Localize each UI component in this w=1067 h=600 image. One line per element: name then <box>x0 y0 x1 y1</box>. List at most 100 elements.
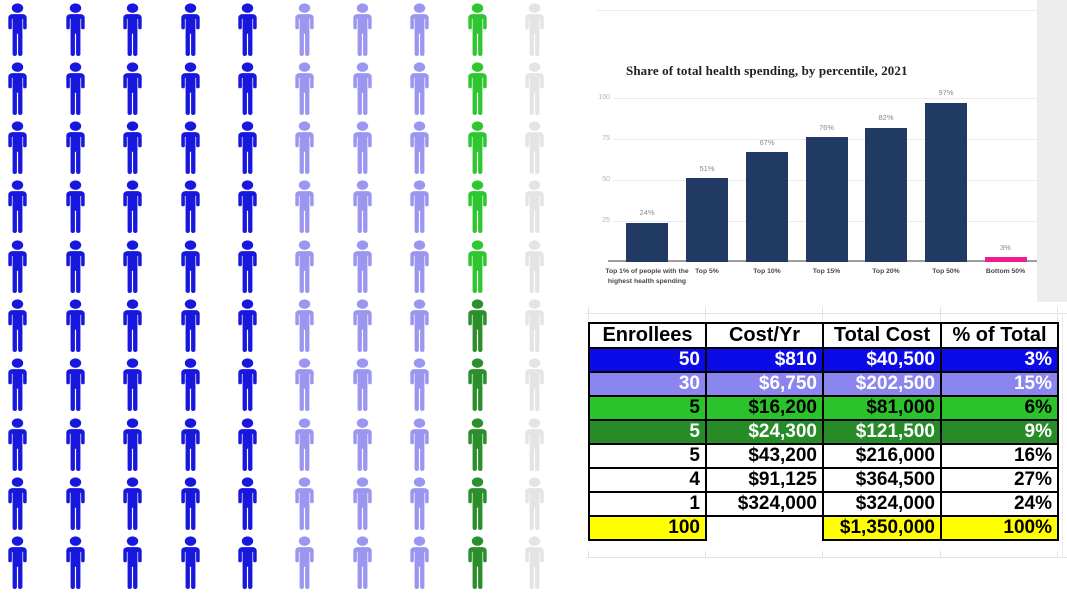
chart-right-gutter <box>1037 0 1067 302</box>
table-row: 5 $24,300 $121,500 9% <box>588 419 1059 445</box>
table-cell: 100 <box>588 515 707 541</box>
table-cell: 16% <box>940 443 1059 469</box>
spreadsheet-gridline <box>705 307 706 321</box>
table-row: 100 $1,350,000 100% <box>588 515 1059 541</box>
bar-value-label: 97% <box>938 88 954 98</box>
person-icon <box>65 299 86 353</box>
y-axis-tick-label: 100 <box>598 94 610 101</box>
table-cell: 15% <box>940 371 1059 397</box>
table-cell: $91,125 <box>705 467 824 493</box>
person-icon <box>65 180 86 234</box>
spreadsheet-gridline <box>822 551 823 557</box>
person-icon <box>65 2 86 57</box>
bar <box>805 137 848 262</box>
person-icon <box>467 121 488 175</box>
person-icon <box>122 180 143 234</box>
person-icon <box>409 299 430 353</box>
table-row: 1 $324,000 $324,000 24% <box>588 491 1059 517</box>
table-cell <box>705 515 824 540</box>
person-icon <box>237 536 258 590</box>
person-icon <box>237 477 258 531</box>
person-icon <box>524 418 545 472</box>
person-icon <box>467 62 488 116</box>
person-icon <box>7 299 28 353</box>
table-cell: 9% <box>940 419 1059 445</box>
person-icon <box>352 121 373 175</box>
table-header-cell: Cost/Yr <box>705 322 824 349</box>
x-axis-tick-label: Top 1% of people with the highest health… <box>605 267 689 285</box>
table-cell: 50 <box>588 347 707 373</box>
person-icon <box>352 299 373 353</box>
person-icon <box>180 2 201 57</box>
person-icon <box>294 536 315 590</box>
x-axis-tick-label: Top 15% <box>812 267 841 275</box>
person-icon <box>524 299 545 353</box>
person-icon <box>352 62 373 116</box>
bar <box>865 127 907 262</box>
spreadsheet-gridline <box>1057 551 1058 557</box>
table-cell: 100% <box>940 515 1059 541</box>
table-cell: 3% <box>940 347 1059 373</box>
person-icon <box>180 418 201 472</box>
bar-value-label: 76% <box>818 122 834 132</box>
person-icon <box>7 62 28 116</box>
person-icon <box>294 477 315 531</box>
x-axis-tick-label: Top 5% <box>695 267 719 275</box>
x-axis-tick-label: Top 50% <box>932 267 960 275</box>
person-icon <box>65 477 86 531</box>
table-cell: 5 <box>588 395 707 421</box>
person-icon <box>180 358 201 412</box>
table-cell: $121,500 <box>822 419 942 445</box>
person-icon <box>294 2 315 57</box>
cost-table: Enrollees Cost/Yr Total Cost% of Total 50 $… <box>588 322 1059 541</box>
person-icon <box>352 536 373 590</box>
person-icon <box>294 358 315 412</box>
person-icon <box>237 2 258 57</box>
person-icon <box>467 477 488 531</box>
person-icon <box>180 240 201 294</box>
table-header-cell: % of Total <box>940 322 1059 349</box>
table-cell: $40,500 <box>822 347 942 373</box>
person-icon <box>409 62 430 116</box>
table-cell: $324,000 <box>705 491 824 517</box>
person-icon <box>7 358 28 412</box>
person-icon <box>294 121 315 175</box>
bar <box>686 178 728 262</box>
person-icon <box>237 299 258 353</box>
person-icon <box>467 2 488 57</box>
person-icon <box>237 418 258 472</box>
person-icon <box>122 62 143 116</box>
person-icon <box>294 418 315 472</box>
person-icon <box>65 240 86 294</box>
person-icon <box>237 62 258 116</box>
person-icon <box>294 299 315 353</box>
person-icon <box>7 180 28 234</box>
table-cell: $43,200 <box>705 443 824 469</box>
table-cell: 30 <box>588 371 707 397</box>
table-cell: $24,300 <box>705 419 824 445</box>
person-icon <box>122 121 143 175</box>
bar <box>746 152 788 262</box>
table-cell: 5 <box>588 419 707 445</box>
spreadsheet-gridline <box>1062 313 1063 557</box>
person-icon <box>7 477 28 531</box>
table-row: 5 $43,200 $216,000 16% <box>588 443 1059 469</box>
person-icon <box>409 477 430 531</box>
person-icon <box>122 2 143 57</box>
person-icon <box>122 536 143 590</box>
person-icon <box>409 180 430 234</box>
person-icon <box>524 536 545 590</box>
table-row: 4 $91,125 $364,500 27% <box>588 467 1059 493</box>
table-cell: 24% <box>940 491 1059 517</box>
person-icon <box>180 536 201 590</box>
person-icon <box>237 358 258 412</box>
chart-title: Share of total health spending, by perce… <box>626 63 908 78</box>
person-icon <box>65 62 86 116</box>
spreadsheet-gridline <box>588 551 589 557</box>
person-icon <box>352 358 373 412</box>
person-icon <box>180 121 201 175</box>
chart-gridline <box>613 98 1037 99</box>
bar <box>626 222 668 262</box>
table-cell: $216,000 <box>822 443 942 469</box>
